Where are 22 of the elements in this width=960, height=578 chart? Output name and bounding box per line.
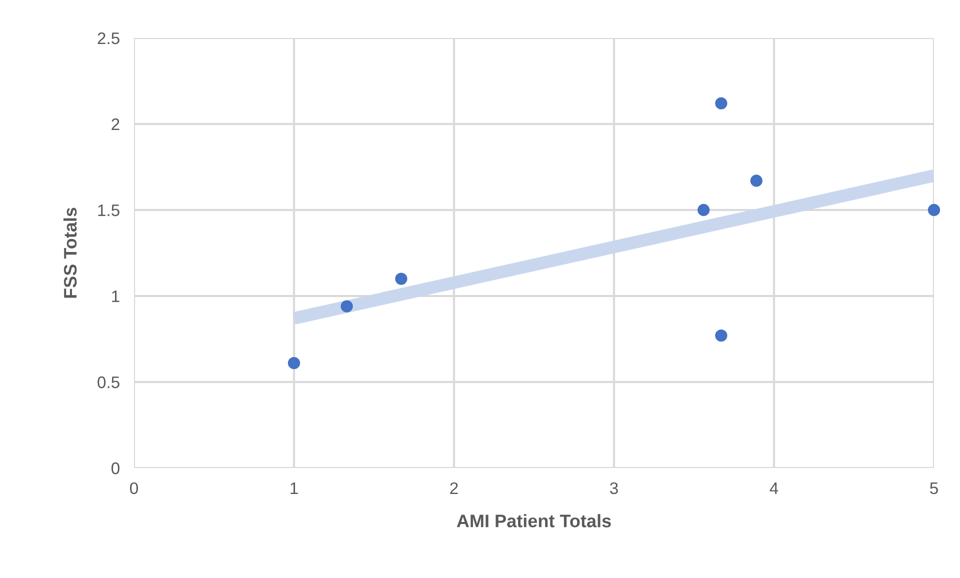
x-tick-label: 5 <box>930 482 938 494</box>
point <box>750 174 762 187</box>
x-tick-label: 3 <box>610 482 618 494</box>
y-tick-label: 0.5 <box>98 376 120 388</box>
point <box>715 329 728 342</box>
x-tick-label: 4 <box>770 482 778 494</box>
point <box>928 204 940 216</box>
y-tick-label: 2.5 <box>98 32 120 44</box>
point <box>698 204 710 216</box>
y-tick-label: 0 <box>111 462 120 474</box>
x-tick-label: 0 <box>130 482 138 494</box>
y-axis-title: FSS Totals <box>63 208 77 298</box>
point <box>395 272 408 285</box>
y-tick-label: 1 <box>112 290 120 302</box>
y-tick-label: 1.5 <box>98 204 120 216</box>
x-tick-label: 2 <box>450 482 458 494</box>
x-tick-label: 1 <box>290 482 298 494</box>
point <box>340 300 353 312</box>
x-axis-title: AMI Patient Totals <box>456 514 611 528</box>
y-tick-label: 2 <box>112 118 120 130</box>
point <box>288 357 300 370</box>
point <box>715 97 728 110</box>
